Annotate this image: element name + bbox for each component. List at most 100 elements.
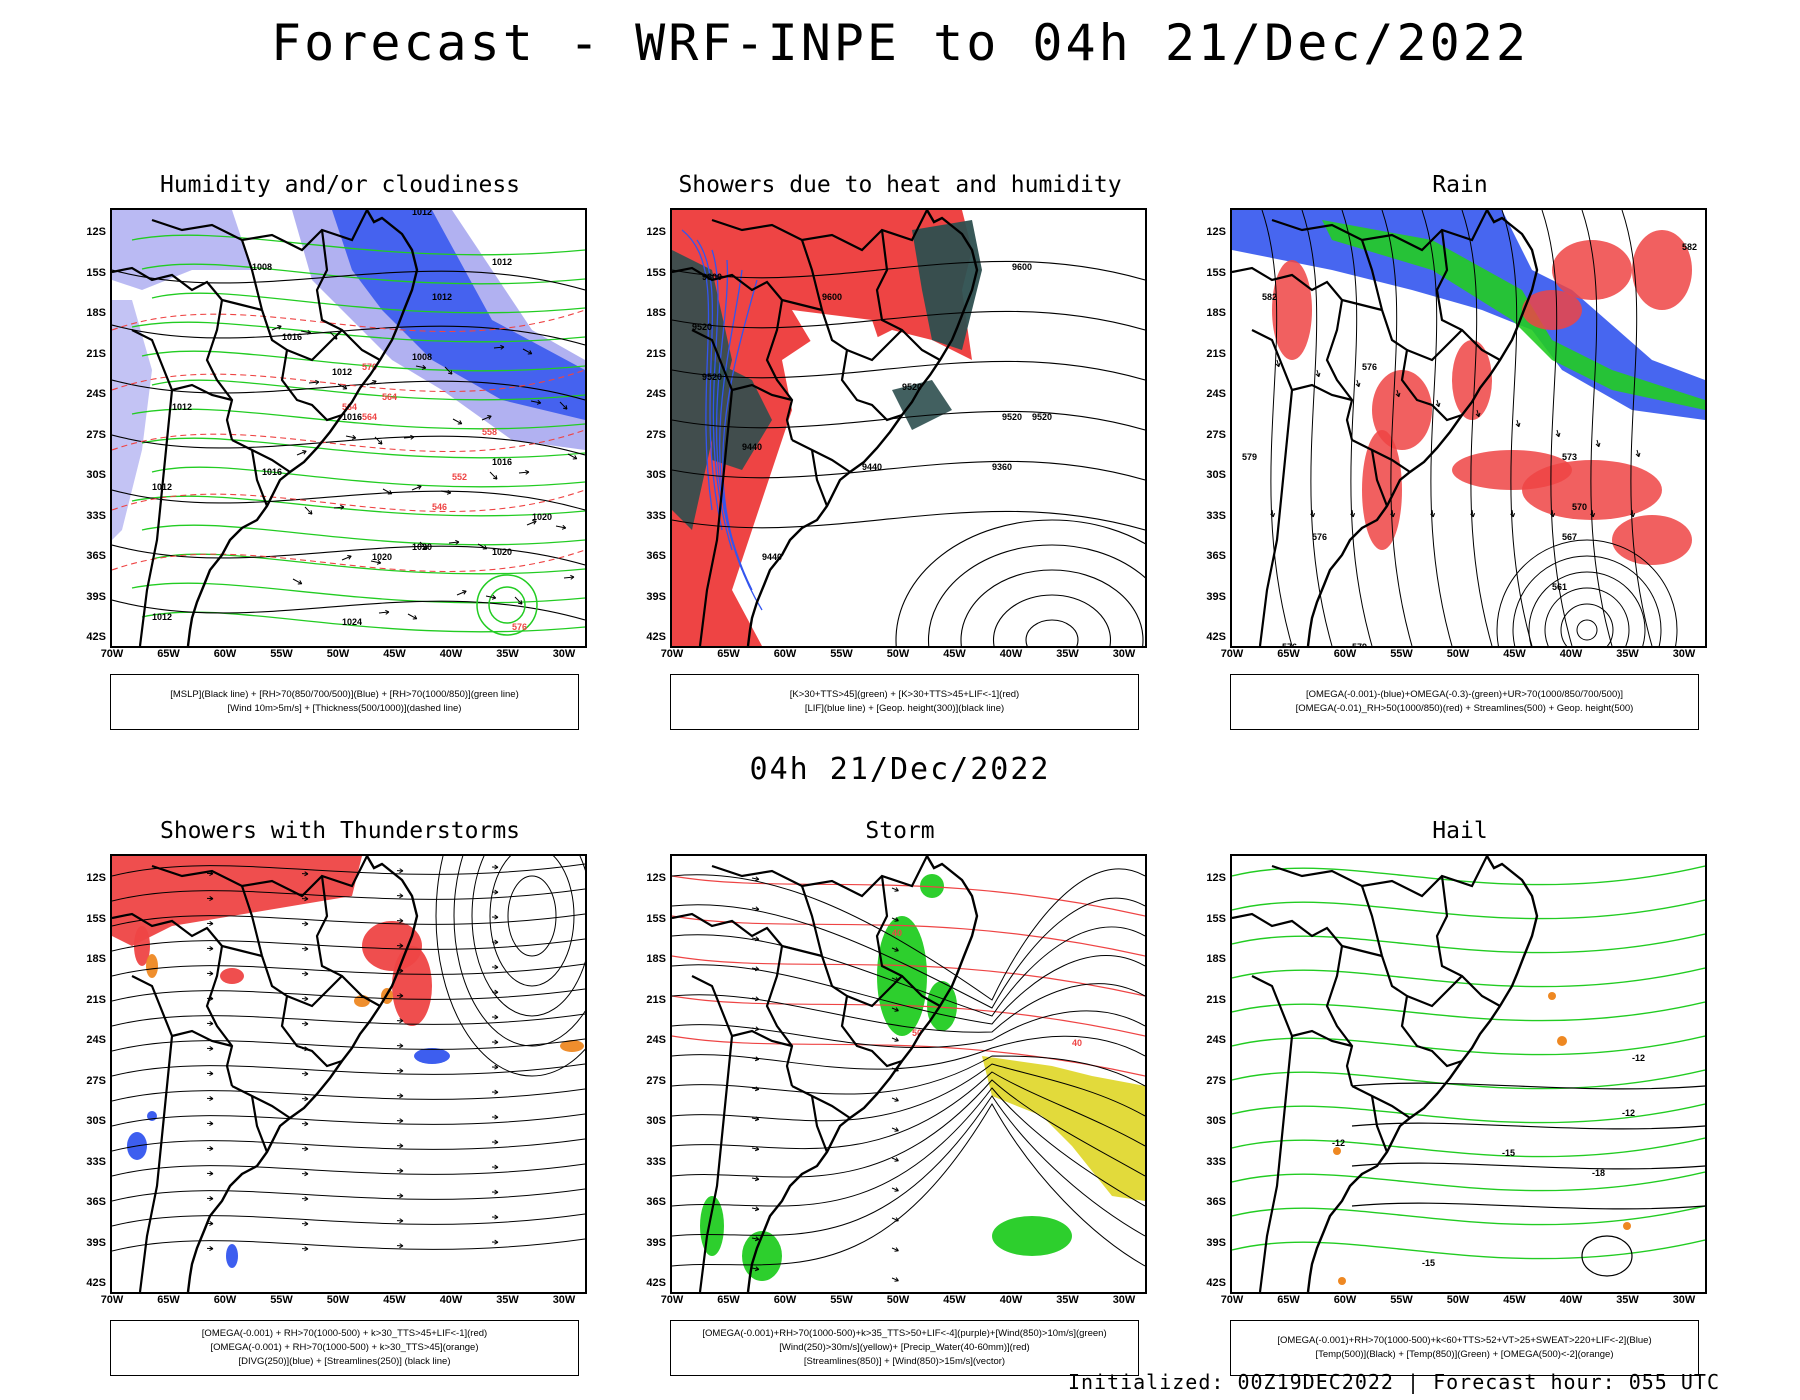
coastline <box>1306 210 1539 646</box>
rh-lowlevel-contour <box>151 379 585 401</box>
wind-vector-head <box>446 489 452 495</box>
jet-250-yellow-area <box>982 1056 1145 1201</box>
latitude-tick-label: 18S <box>86 307 106 319</box>
temp-850-contour <box>1232 933 1705 954</box>
political-border <box>791 439 851 473</box>
political-border <box>1232 912 1383 958</box>
political-border <box>286 329 343 362</box>
rh-lowlevel-contour <box>141 611 585 633</box>
wind-vector <box>751 1087 759 1090</box>
contour-label: 1012 <box>152 612 172 622</box>
no-instability-gap <box>792 310 882 360</box>
longitude-tick-label: 55W <box>1390 648 1413 660</box>
political-border <box>846 329 903 362</box>
contour-label: 1016 <box>492 457 512 467</box>
wind-vector-head <box>894 1277 899 1282</box>
latitude-axis: 12S 15S 18S 21S 24S 27S 30S 33S 36S 39S 42S <box>1200 854 1230 1294</box>
panel-legend: [OMEGA(-0.001)-(blue)+OMEGA(-0.3)-(green… <box>1230 674 1699 730</box>
legend-line: [K>30+TTS>45](green) + [K>30+TTS>45+LIF<… <box>789 689 1020 700</box>
wind-vector <box>555 525 566 529</box>
latitude-axis: 12S 15S 18S 21S 24S 27S 30S 33S 36S 39S 42S <box>80 208 110 648</box>
rh-lowlevel-contour <box>151 553 585 575</box>
wind-vector-head <box>754 1026 760 1032</box>
contour-label: 573 <box>1562 452 1577 462</box>
longitude-tick-label: 65W <box>157 648 180 660</box>
streamline-850 <box>672 955 1145 1025</box>
contour-label: 9600 <box>702 272 722 282</box>
longitude-tick-label: 60W <box>1333 1294 1357 1306</box>
wind-vector-head <box>1435 402 1441 408</box>
contour-label: -18 <box>1592 1168 1605 1178</box>
temp-850-contour <box>1232 1205 1705 1226</box>
longitude-tick-label: 50W <box>326 648 350 660</box>
latitude-axis: 12S 15S 18S 21S 24S 27S 30S 33S 36S 39S 42S <box>640 208 670 648</box>
wind-vector-head <box>304 1171 309 1177</box>
wind-vector-head <box>494 1239 499 1245</box>
political-border <box>1271 856 1488 898</box>
forecast-map <box>110 854 587 1294</box>
wind-vector-head <box>306 329 312 335</box>
geopotential-300-contour <box>672 260 1145 281</box>
contour-label: 558 <box>482 427 497 437</box>
political-border <box>1380 309 1463 422</box>
cyclone-contour <box>476 574 538 636</box>
thickness-contour <box>112 429 585 453</box>
political-border <box>205 945 234 1087</box>
cyclone-contour <box>488 586 526 624</box>
political-border <box>1251 329 1294 646</box>
wind-vector <box>751 1057 759 1060</box>
longitude-tick-label: 40W <box>999 1294 1023 1306</box>
geopotential-300-contour <box>672 310 1145 331</box>
contour-label: 567 <box>1562 532 1577 542</box>
wind-vector <box>271 325 282 331</box>
wind-vector-head <box>209 1021 214 1026</box>
panel-legend: [MSLP](Black line) + [RH>70(850/700/500)… <box>110 674 579 730</box>
wind-vector-head <box>754 876 760 882</box>
contour-label: 582 <box>1682 242 1697 252</box>
wind-850-green-area <box>927 981 957 1031</box>
wind-vector-head <box>304 1196 309 1202</box>
political-border <box>810 449 829 507</box>
political-border <box>691 975 734 1292</box>
wind-vector <box>751 937 759 940</box>
contour-label: 1024 <box>342 617 362 627</box>
wind-vector <box>440 490 451 494</box>
longitude-tick-label: 30W <box>1672 648 1696 660</box>
thickness-contour <box>112 549 585 573</box>
latitude-tick-label: 27S <box>86 428 106 441</box>
wind-850-green-area <box>992 1216 1072 1256</box>
longitude-tick-label: 30W <box>552 1294 576 1306</box>
panel-title: Storm <box>865 818 935 844</box>
wind-vector <box>751 1147 759 1150</box>
political-border <box>286 975 343 1008</box>
contour-label: 9440 <box>862 462 882 472</box>
wind-vector <box>891 887 899 892</box>
legend-line: [OMEGA(-0.001)-(blue)+OMEGA(-0.3)-(green… <box>1305 689 1624 700</box>
longitude-tick-label: 30W <box>1672 1294 1696 1306</box>
panel-legend: [OMEGA(-0.001)+RH>70(1000-500)+k>35_TTS>… <box>670 1320 1139 1376</box>
wind-vector-head <box>304 896 309 902</box>
political-border <box>1380 955 1463 1068</box>
omega-500-orange-area <box>1338 1277 1346 1285</box>
streamline-500 <box>1261 210 1293 646</box>
wind-vector <box>891 1127 899 1132</box>
wind-vector-head <box>304 1071 309 1077</box>
streamline-500 <box>1541 210 1573 646</box>
wind-vector-head <box>894 1127 899 1132</box>
omega-500-orange-area <box>1557 1036 1567 1046</box>
streamline-850 <box>672 1087 1145 1207</box>
wind-vector-head <box>304 1246 309 1252</box>
wind-vector-head <box>399 1093 404 1099</box>
wind-vector-head <box>447 370 453 375</box>
wind-vector-head <box>209 1146 214 1151</box>
wind-vector <box>751 1027 759 1030</box>
streamline-850 <box>672 868 1145 1001</box>
forecast-map: 9600 9600 9600 9520 9520 9520 9520 9440 9440 9360… <box>670 208 1147 648</box>
wind-vector <box>1391 509 1394 517</box>
contour-label: -12 <box>1332 1138 1345 1148</box>
panel-legend: [OMEGA(-0.001) + RH>70(1000-500) + k>30_… <box>110 1320 579 1376</box>
divergence-blue-area <box>414 1048 450 1064</box>
longitude-tick-label: 60W <box>213 1294 237 1306</box>
omega-red-area <box>1272 260 1312 360</box>
streamline-250 <box>112 1063 585 1077</box>
